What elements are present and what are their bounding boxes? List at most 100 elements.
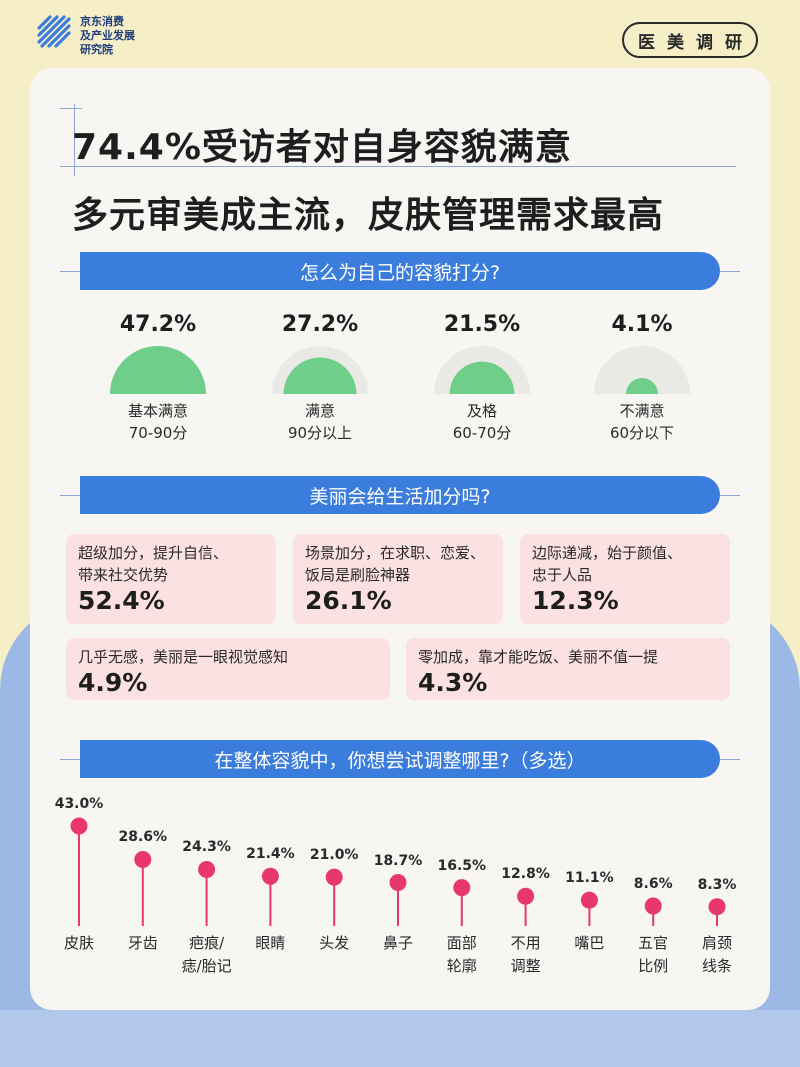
lollipop-category: 五官 比例 [623, 932, 683, 978]
section-title-rating: 怎么为自己的容貌打分? [80, 252, 720, 290]
gauge-semicircle [434, 346, 530, 394]
brand-name: 京东消费 及产业发展 研究院 [80, 15, 170, 57]
lollipop-category: 肩颈 线条 [687, 932, 747, 978]
answer-percent: 4.3% [418, 668, 488, 697]
lollipop-value-label: 43.0% [54, 796, 104, 812]
lollipop-category-label: 面部 [446, 934, 477, 952]
lollipop-category: 牙齿 [113, 932, 173, 955]
answer-text: 边际递减，始于颜值、 [532, 544, 683, 562]
lollipop-category: 嘴巴 [559, 932, 619, 955]
lollipop-dot [198, 860, 216, 878]
brand-logo-icon [37, 15, 71, 48]
decor-line [74, 104, 75, 176]
lollipop-dot [580, 891, 598, 909]
answer-text: 忠于人品 [532, 566, 593, 584]
gauge-fill [110, 346, 206, 394]
lollipop-category-label: 比例 [638, 957, 669, 975]
rating-label: 基本满意 [127, 402, 188, 420]
gauge-semicircle [272, 346, 368, 394]
lollipop-dot [389, 874, 407, 892]
lollipop-dot [70, 817, 88, 835]
answer-percent: 12.3% [532, 586, 619, 615]
rating-item: 4.1% 不满意 60分以下 [582, 312, 702, 444]
rating-range: 60分以下 [609, 424, 675, 442]
lollipop-category-label: 眼睛 [255, 934, 286, 952]
answer-text: 带来社交优势 [78, 566, 169, 584]
lollipop-value-label: 21.4% [246, 846, 295, 863]
lollipop-category-label: 嘴巴 [574, 934, 605, 952]
rating-percent: 27.2% [281, 312, 359, 337]
page-title-line-2: 多元审美成主流，皮肤管理需求最高 [72, 195, 665, 236]
answer-percent: 4.9% [78, 668, 148, 697]
answer-box: 超级加分，提升自信、 带来社交优势 52.4% [66, 534, 276, 624]
lollipop-category-label: 头发 [319, 934, 350, 952]
section-title-beauty: 美丽会给生活加分吗? [80, 476, 720, 514]
lollipop-dot [708, 898, 726, 916]
rating-item: 27.2% 满意 90分以上 [260, 312, 380, 444]
lollipop-category-label: 不用 [510, 934, 541, 952]
decor-line [60, 108, 82, 109]
lollipop-value-label: 16.5% [437, 857, 487, 874]
gauge-semicircle [110, 346, 206, 394]
lollipop-category-label: 皮肤 [63, 934, 94, 952]
lollipop-value-label: 28.6% [118, 829, 168, 846]
lollipop-category-label: 线条 [701, 957, 732, 975]
background-bottom-strip [0, 1010, 800, 1067]
lollipop-category: 眼睛 [240, 932, 300, 955]
lollipop-category: 皮肤 [49, 932, 109, 955]
brand-line: 及产业发展 [80, 29, 135, 42]
gauge-fill [626, 378, 658, 394]
rating-range: 70-90分 [128, 424, 188, 442]
answer-box: 场景加分，在求职、恋爱、 饭局是刷脸神器 26.1% [293, 534, 503, 624]
lollipop-dot [453, 879, 471, 897]
gauge-fill [283, 357, 357, 394]
answer-text: 几乎无感，美丽是一眼视觉感知 [78, 648, 289, 666]
rating-label: 及格 [466, 402, 497, 420]
rating-item: 21.5% 及格 60-70分 [422, 312, 542, 444]
lollipop-value-label: 18.7% [373, 852, 423, 869]
lollipop-dot [644, 897, 662, 915]
lollipop-category-label: 牙齿 [127, 934, 158, 952]
answer-percent: 52.4% [78, 586, 165, 615]
lollipop-category: 疤痕/痣/胎记 [177, 932, 237, 978]
lollipop-category: 不用 调整 [496, 932, 556, 978]
brand-line: 研究院 [80, 43, 113, 56]
answer-box: 边际递减，始于颜值、 忠于人品 12.3% [520, 534, 730, 624]
rating-percent: 47.2% [119, 312, 197, 337]
lollipop-category: 鼻子 [368, 932, 428, 955]
lollipop-category-label: 五官 [638, 934, 669, 952]
lollipop-category-label: 肩颈 [701, 934, 732, 952]
lollipop-category-label: 痣/胎记 [181, 957, 232, 975]
lollipop-category-label: 疤痕/ [189, 934, 225, 952]
section-title-adjust: 在整体容貌中，你想尝试调整哪里?（多选） [80, 740, 720, 778]
rating-item: 47.2% 基本满意 70-90分 [98, 312, 218, 444]
answer-text: 场景加分，在求职、恋爱、 [305, 544, 486, 562]
lollipop-value-label: 8.6% [633, 876, 673, 892]
brand-line: 京东消费 [80, 15, 124, 28]
lollipop-value-label: 8.3% [697, 876, 737, 893]
rating-percent: 4.1% [611, 312, 673, 337]
rating-label: 不满意 [619, 402, 665, 420]
lollipop-value-label: 11.1% [565, 870, 614, 887]
page-title-line-1: 74.4%受访者对自身容貌满意 [72, 127, 572, 168]
rating-label: 满意 [304, 402, 335, 420]
decor-line [60, 166, 736, 167]
answer-box: 零加成，靠才能吃饭、美丽不值一提 4.3% [406, 638, 730, 700]
answer-box: 几乎无感，美丽是一眼视觉感知 4.9% [66, 638, 390, 700]
lollipop-value-label: 12.8% [501, 866, 550, 883]
answer-text: 零加成，靠才能吃饭、美丽不值一提 [418, 648, 659, 666]
lollipop-dot [517, 887, 535, 905]
lollipop-category: 头发 [304, 932, 364, 955]
rating-range: 60-70分 [452, 424, 512, 442]
lollipop-value-label: 21.0% [309, 847, 359, 864]
gauge-track [594, 346, 690, 394]
answer-text: 超级加分，提升自信、 [78, 544, 229, 562]
lollipop-category: 面部 轮廓 [432, 932, 492, 978]
lollipop-dot [325, 868, 343, 886]
lollipop-value-label: 24.3% [182, 839, 231, 856]
lollipop-category-label: 轮廓 [446, 957, 477, 975]
rating-range: 90分以上 [287, 424, 353, 442]
lollipop-category-label: 鼻子 [382, 934, 413, 952]
answer-text: 饭局是刷脸神器 [305, 566, 411, 584]
